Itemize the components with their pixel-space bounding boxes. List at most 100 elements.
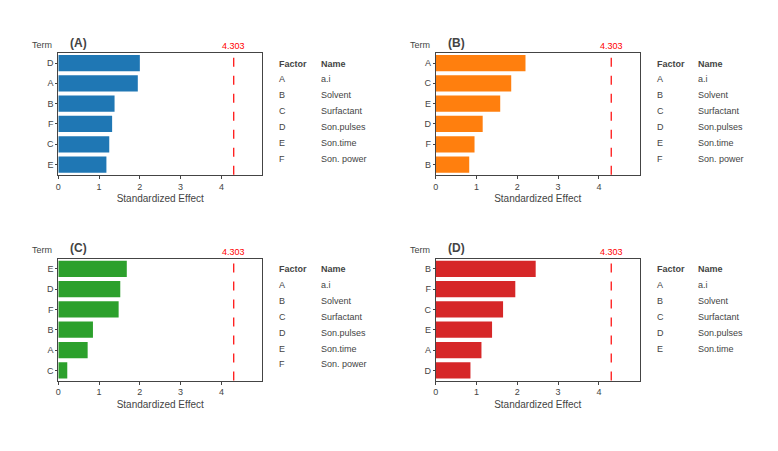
svg-text:Name: Name (321, 59, 346, 69)
svg-text:C: C (279, 312, 286, 322)
svg-text:1: 1 (474, 387, 479, 397)
svg-text:a.i: a.i (698, 74, 708, 84)
svg-text:4: 4 (596, 182, 601, 192)
svg-text:2: 2 (515, 182, 520, 192)
svg-text:Factor: Factor (279, 264, 307, 274)
svg-text:Factor: Factor (657, 264, 685, 274)
svg-text:C: C (657, 312, 664, 322)
svg-text:Son.time: Son.time (698, 138, 734, 148)
svg-text:Term: Term (32, 245, 52, 255)
svg-text:A: A (425, 58, 431, 68)
svg-text:3: 3 (556, 387, 561, 397)
svg-text:D: D (47, 284, 54, 294)
svg-text:B: B (47, 325, 53, 335)
svg-text:Son. power: Son. power (698, 154, 744, 164)
svg-text:F: F (426, 139, 432, 149)
svg-text:Standardized Effect: Standardized Effect (117, 399, 204, 410)
svg-text:Son.time: Son.time (698, 344, 734, 354)
svg-text:Surfactant: Surfactant (321, 312, 363, 322)
svg-text:F: F (48, 119, 54, 129)
svg-text:0: 0 (56, 182, 61, 192)
svg-text:4.303: 4.303 (222, 41, 245, 51)
svg-text:Son.pulses: Son.pulses (321, 122, 366, 132)
svg-text:Name: Name (698, 264, 723, 274)
svg-text:3: 3 (556, 182, 561, 192)
svg-text:Solvent: Solvent (698, 90, 729, 100)
svg-text:A: A (425, 345, 431, 355)
svg-text:B: B (279, 296, 285, 306)
svg-text:0: 0 (433, 387, 438, 397)
svg-text:(C): (C) (70, 241, 87, 255)
svg-text:D: D (657, 122, 664, 132)
svg-text:F: F (279, 359, 285, 369)
svg-text:Surfactant: Surfactant (698, 312, 740, 322)
svg-text:3: 3 (178, 387, 183, 397)
svg-text:B: B (279, 90, 285, 100)
svg-text:(D): (D) (448, 241, 465, 255)
svg-text:4.303: 4.303 (600, 247, 623, 257)
svg-text:Son.time: Son.time (321, 344, 357, 354)
svg-text:D: D (425, 119, 432, 129)
svg-text:A: A (47, 78, 53, 88)
svg-text:Name: Name (698, 59, 723, 69)
svg-text:Son. power: Son. power (321, 154, 367, 164)
svg-text:1: 1 (97, 387, 102, 397)
svg-text:E: E (279, 138, 285, 148)
svg-text:4: 4 (596, 387, 601, 397)
svg-text:Term: Term (32, 40, 52, 50)
svg-text:Son.pulses: Son.pulses (321, 328, 366, 338)
svg-text:B: B (657, 296, 663, 306)
svg-text:D: D (279, 122, 286, 132)
svg-text:3: 3 (178, 182, 183, 192)
svg-text:A: A (279, 74, 285, 84)
svg-text:F: F (657, 154, 663, 164)
svg-text:C: C (47, 366, 54, 376)
svg-text:Surfactant: Surfactant (321, 106, 363, 116)
svg-text:Standardized Effect: Standardized Effect (494, 193, 581, 204)
svg-text:a.i: a.i (321, 74, 331, 84)
svg-text:Son.pulses: Son.pulses (698, 122, 743, 132)
svg-text:C: C (279, 106, 286, 116)
svg-text:D: D (425, 366, 432, 376)
svg-text:E: E (47, 160, 53, 170)
svg-text:Standardized Effect: Standardized Effect (494, 399, 581, 410)
svg-text:Factor: Factor (657, 59, 685, 69)
svg-text:4: 4 (219, 387, 224, 397)
svg-text:E: E (425, 325, 431, 335)
svg-text:C: C (425, 78, 432, 88)
svg-text:4.303: 4.303 (600, 41, 623, 51)
svg-text:Factor: Factor (279, 59, 307, 69)
svg-text:2: 2 (137, 387, 142, 397)
svg-text:0: 0 (56, 387, 61, 397)
svg-text:Term: Term (410, 40, 430, 50)
svg-text:D: D (657, 328, 664, 338)
svg-text:a.i: a.i (698, 280, 708, 290)
svg-text:Son.pulses: Son.pulses (698, 328, 743, 338)
svg-text:Solvent: Solvent (698, 296, 729, 306)
svg-text:Surfactant: Surfactant (698, 106, 740, 116)
svg-text:E: E (657, 138, 663, 148)
svg-text:F: F (48, 305, 54, 315)
svg-text:Solvent: Solvent (321, 90, 352, 100)
svg-text:Standardized Effect: Standardized Effect (117, 193, 204, 204)
svg-text:1: 1 (97, 182, 102, 192)
svg-text:Solvent: Solvent (321, 296, 352, 306)
svg-text:Son. power: Son. power (321, 359, 367, 369)
svg-text:A: A (279, 280, 285, 290)
svg-text:D: D (279, 328, 286, 338)
svg-text:Son.time: Son.time (321, 138, 357, 148)
svg-text:A: A (657, 280, 663, 290)
svg-text:Name: Name (321, 264, 346, 274)
svg-text:a.i: a.i (321, 280, 331, 290)
svg-text:B: B (47, 99, 53, 109)
svg-text:(A): (A) (70, 36, 87, 50)
svg-text:A: A (657, 74, 663, 84)
svg-text:1: 1 (474, 182, 479, 192)
svg-text:4.303: 4.303 (222, 247, 245, 257)
svg-text:E: E (47, 264, 53, 274)
svg-text:E: E (657, 344, 663, 354)
svg-text:B: B (657, 90, 663, 100)
svg-text:F: F (279, 154, 285, 164)
svg-text:2: 2 (515, 387, 520, 397)
svg-text:C: C (425, 305, 432, 315)
